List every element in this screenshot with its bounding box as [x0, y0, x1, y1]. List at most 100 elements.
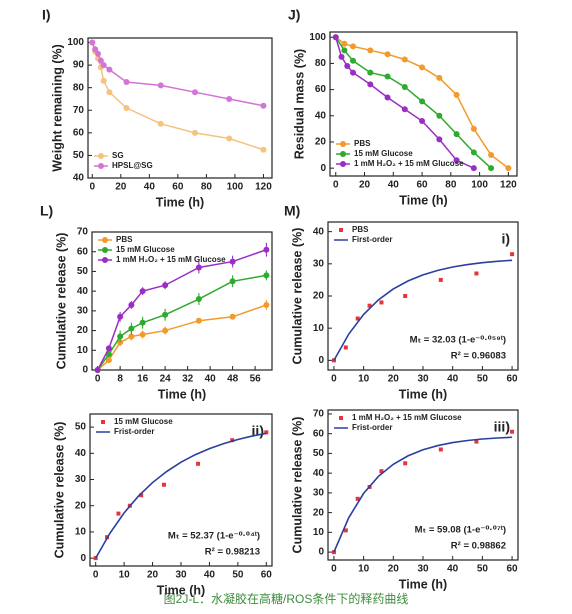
data-point: [162, 282, 169, 289]
annotation: R² = 0.98862: [451, 541, 506, 552]
data-point: [139, 319, 146, 326]
legend-label: 15 mM Glucose: [114, 417, 173, 426]
x-tick-label: 0: [89, 182, 95, 193]
panel-label: M): [284, 203, 300, 219]
annotation: Mₜ = 52.37 (1-e⁻⁰·⁰⁴ᵗ): [168, 531, 260, 542]
data-point: [436, 136, 443, 143]
data-point: [470, 165, 477, 172]
legend-label: SG: [112, 151, 124, 160]
data-point: [419, 118, 426, 125]
x-tick-label: 10: [119, 570, 131, 581]
data-point: [470, 149, 477, 156]
data-point: [510, 252, 515, 257]
x-tick-label: 60: [261, 570, 273, 581]
data-point: [89, 39, 96, 46]
series-line: [333, 259, 513, 361]
y-tick-label: 30: [77, 305, 89, 316]
data-point: [438, 277, 443, 282]
legend-marker: [101, 420, 105, 424]
data-point: [403, 461, 408, 466]
y-tick-label: 10: [313, 527, 325, 538]
subpanel-label: iii): [494, 419, 510, 435]
y-tick-label: 100: [67, 37, 84, 48]
data-point: [105, 357, 112, 364]
x-tick-label: 100: [227, 182, 244, 193]
data-point: [260, 102, 267, 109]
x-tick-label: 40: [447, 564, 459, 575]
data-point: [226, 135, 233, 142]
y-tick-label: 50: [77, 266, 89, 277]
x-tick-label: 30: [417, 374, 429, 385]
data-point: [139, 288, 146, 295]
x-tick-label: 40: [205, 374, 217, 385]
x-axis-label: Time (h): [157, 583, 205, 597]
data-point: [419, 98, 426, 105]
y-tick-label: 20: [77, 325, 89, 336]
y-tick-label: 10: [75, 527, 87, 538]
y-axis-label: Cumulative release (%): [52, 422, 66, 559]
legend-marker: [340, 141, 346, 147]
x-tick-label: 80: [201, 182, 213, 193]
legend-marker: [102, 237, 108, 243]
x-tick-label: 10: [358, 564, 370, 575]
y-tick-label: 20: [315, 137, 327, 148]
x-tick-label: 20: [115, 182, 127, 193]
data-point: [117, 333, 124, 340]
data-point: [94, 50, 101, 57]
y-tick-label: 70: [77, 227, 89, 238]
y-tick-label: 60: [77, 246, 89, 257]
panel-label: J): [288, 7, 300, 23]
y-tick-label: 40: [77, 286, 89, 297]
legend-label: 1 mM H₂O₂ + 15 mM Glucose: [354, 159, 464, 168]
x-tick-label: 0: [331, 374, 337, 385]
data-point: [100, 77, 107, 84]
annotation: R² = 0.96083: [451, 351, 506, 362]
data-point: [97, 57, 104, 64]
annotation: Mₜ = 32.03 (1-e⁻⁰·⁰⁵⁹ᵗ): [410, 335, 506, 346]
data-point: [195, 296, 202, 303]
data-point: [230, 438, 235, 443]
data-point: [436, 74, 443, 81]
y-tick-label: 40: [75, 448, 87, 459]
data-point: [401, 56, 408, 63]
legend-marker: [102, 257, 108, 263]
x-tick-label: 48: [227, 374, 239, 385]
y-tick-label: 40: [73, 173, 85, 184]
x-axis-label: Time (h): [158, 387, 206, 401]
data-point: [344, 63, 351, 70]
data-point: [106, 66, 113, 73]
y-tick-label: 60: [313, 428, 325, 439]
data-point: [350, 43, 357, 50]
data-point: [338, 53, 345, 60]
y-tick-label: 30: [313, 258, 325, 269]
x-axis-label: Time (h): [399, 577, 447, 591]
data-point: [367, 81, 374, 88]
y-axis-label: Weight remaining (%): [50, 44, 64, 172]
x-tick-label: 30: [417, 564, 429, 575]
data-point: [453, 157, 460, 164]
x-tick-label: 120: [500, 180, 517, 191]
data-point: [350, 57, 357, 64]
y-tick-label: 20: [75, 500, 87, 511]
y-tick-label: 20: [313, 507, 325, 518]
data-point: [384, 51, 391, 58]
data-point: [367, 47, 374, 54]
data-point: [379, 469, 384, 474]
data-point: [355, 496, 360, 501]
y-tick-label: 40: [313, 468, 325, 479]
x-tick-label: 20: [147, 570, 159, 581]
legend-marker: [339, 416, 343, 420]
data-point: [139, 331, 146, 338]
data-point: [453, 131, 460, 138]
data-point: [229, 258, 236, 265]
x-tick-label: 24: [160, 374, 172, 385]
legend-label: PBS: [116, 235, 133, 244]
y-axis-label: Cumulative release (%): [290, 228, 304, 365]
data-point: [264, 430, 269, 435]
y-tick-label: 0: [82, 365, 88, 376]
legend-label: PBS: [354, 139, 371, 148]
data-point: [162, 327, 169, 334]
series-line: [333, 436, 513, 553]
data-point: [161, 482, 166, 487]
